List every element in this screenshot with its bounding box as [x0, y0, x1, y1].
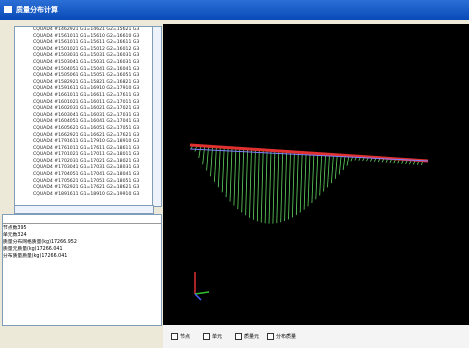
mass-line — [257, 150, 259, 222]
mass-line — [226, 147, 228, 197]
list-row: CQUAD4 #1462921 G1=14621 G2=15621 G3 — [15, 27, 153, 34]
checkbox-box — [203, 333, 210, 340]
mass-line — [324, 154, 326, 191]
table-row: 质量元质量(kg)17266.041 — [3, 245, 161, 252]
title-bar: 质量分布计算 — [0, 0, 469, 20]
checkbox[interactable]: 质量元 — [235, 333, 259, 340]
mass-line — [242, 149, 244, 213]
window-title: 质量分布计算 — [16, 6, 58, 14]
list-row: CQUAD4 #1591611 G1=16910 G2=17910 G3 — [15, 86, 153, 93]
axis-x — [195, 292, 209, 294]
checkbox-label: 分布质量 — [276, 333, 296, 340]
mass-line — [312, 153, 314, 203]
table-header — [3, 215, 161, 224]
list-row: CQUAD4 #1701021 G1=17011 G2=18011 G3 — [15, 152, 153, 159]
mass-line — [222, 147, 224, 192]
horizontal-scrollbar[interactable] — [14, 205, 154, 214]
mass-line — [265, 150, 267, 223]
beam-edge — [190, 149, 428, 161]
mass-line — [316, 154, 318, 200]
table-row: 分布质量质量(kg)17266.041 — [3, 252, 161, 259]
checkbox[interactable]: 节点 — [171, 333, 190, 340]
mass-line — [292, 152, 294, 217]
list-row: CQUAD4 #1762921 G1=17621 G2=18621 G3 — [15, 185, 153, 192]
list-row: CQUAD4 #1503041 G1=15031 G2=16031 G3 — [15, 60, 153, 67]
checkbox[interactable]: 单元 — [203, 333, 222, 340]
mass-line — [273, 151, 275, 224]
mass-line — [234, 148, 236, 206]
bottom-bar: 节点 单元 质量元 分布质量 — [163, 325, 469, 348]
list-row: CQUAD4 #1503031 G1=15031 G2=16031 G3 — [15, 53, 153, 60]
list-row: CQUAD4 #1604051 G1=16041 G2=17041 G3 — [15, 119, 153, 126]
mass-line — [335, 155, 337, 179]
checkbox-box — [171, 333, 178, 340]
mass-line — [308, 153, 310, 206]
table-row: 单元数324 — [3, 231, 161, 238]
checkbox-label: 单元 — [212, 333, 222, 340]
list-row: CQUAD4 #1505061 G1=15051 G2=16051 G3 — [15, 73, 153, 80]
table-cell: 分布质量质量(kg) — [3, 254, 41, 259]
mass-line — [214, 147, 216, 182]
mass-line — [320, 154, 322, 196]
checkbox-box — [235, 333, 242, 340]
mass-line — [250, 149, 252, 218]
element-list[interactable]: CQUAD4 #1462921 G1=14621 G2=15621 G3 CQUA… — [14, 26, 154, 206]
mass-line — [253, 149, 255, 219]
list-row: CQUAD4 #1891611 G1=18910 G2=19910 G3 — [15, 192, 153, 199]
mass-line — [218, 147, 220, 187]
mass-line — [203, 146, 205, 164]
mass-line — [246, 149, 248, 215]
mass-line — [281, 151, 283, 222]
window: 质量分布计算 CQUAD4 #1462921 G1=14621 G2=15621… — [0, 0, 469, 348]
table-row: 质量分布网格质量(kg)17266.952 — [3, 238, 161, 245]
mass-line — [261, 150, 263, 223]
list-row: CQUAD4 #1605621 G1=16051 G2=17051 G3 — [15, 126, 153, 133]
list-row: CQUAD4 #1602031 G1=16021 G2=17021 G3 — [15, 106, 153, 113]
mass-line — [296, 152, 298, 215]
3d-view[interactable] — [163, 24, 469, 325]
mass-line — [304, 153, 306, 210]
mass-line — [238, 148, 240, 209]
list-row: CQUAD4 #1791611 G1=17910 G2=18910 G3 — [15, 139, 153, 146]
checkbox-label: 质量元 — [244, 333, 259, 340]
beam — [190, 145, 428, 161]
list-row: CQUAD4 #1561011 G1=15611 G2=16611 G3 — [15, 40, 153, 47]
axis-y — [195, 294, 201, 300]
checkbox-box — [267, 333, 274, 340]
mass-line — [343, 156, 345, 171]
list-row: CQUAD4 #1704051 G1=17041 G2=18041 G3 — [15, 172, 153, 179]
mass-line — [331, 155, 333, 183]
mass-line — [269, 150, 271, 223]
mass-line — [300, 153, 302, 213]
mass-line — [328, 154, 330, 187]
model-render — [163, 24, 469, 325]
mass-line — [199, 146, 201, 158]
checkbox[interactable]: 分布质量 — [267, 333, 296, 340]
checkbox-label: 节点 — [180, 333, 190, 340]
vertical-scrollbar[interactable] — [152, 26, 162, 207]
table-row: 节点数395 — [3, 224, 161, 231]
mass-line — [339, 155, 341, 174]
mass-line — [230, 148, 232, 202]
mass-line — [211, 146, 213, 176]
mass-line — [285, 152, 287, 221]
list-row: CQUAD4 #1661011 G1=16611 G2=17611 G3 — [15, 93, 153, 100]
mass-line — [289, 152, 291, 220]
mass-line — [277, 151, 279, 223]
table-cell: 17266.041 — [41, 254, 67, 259]
